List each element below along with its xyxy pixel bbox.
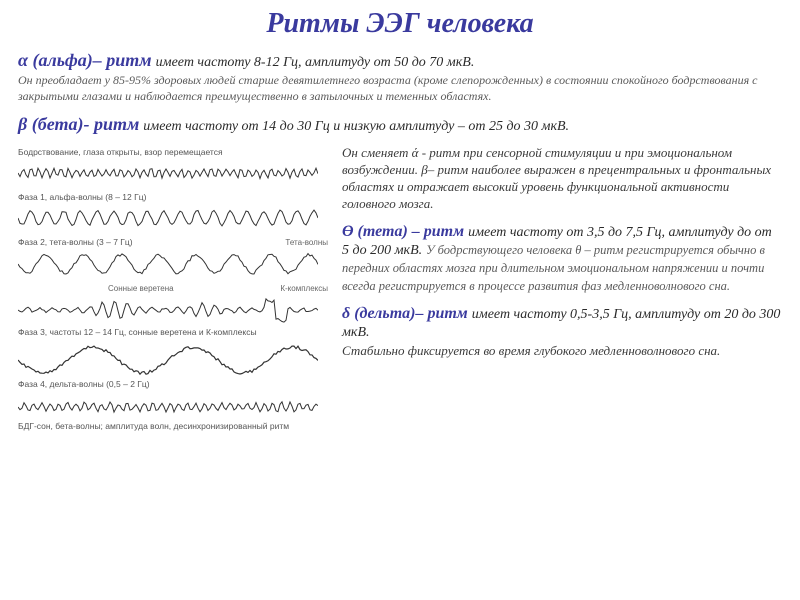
- eeg-traces-column: Бодрствование, глаза открыты, взор перем…: [18, 143, 328, 435]
- alpha-desc: Он преобладает у 85-95% здоровых людей с…: [18, 73, 782, 104]
- alpha-freq: имеет частоту 8-12 Гц, амплитуду от 50 д…: [156, 55, 475, 70]
- theta-head: Ө (тета) – ритм: [342, 223, 464, 240]
- delta-head: δ (дельта)– ритм: [342, 305, 468, 322]
- lower-columns: Бодрствование, глаза открыты, взор перем…: [18, 143, 782, 435]
- eeg-row-phase3: Сонные веретена К-комплексы Фаза 3, част…: [18, 284, 328, 337]
- alpha-head: α (альфа)– ритм: [18, 50, 152, 70]
- right-text-column: Он сменяет ά - ритм при сенсорной стимул…: [342, 143, 782, 435]
- eeg-wave-beta: [18, 158, 318, 188]
- beta-desc: Он сменяет ά - ритм при сенсорной стимул…: [342, 145, 782, 213]
- eeg-label-rem: БДГ-сон, бета-волны; амплитуда волн, дес…: [18, 421, 328, 431]
- eeg-label-phase3: Фаза 3, частоты 12 – 14 Гц, сонные верет…: [18, 327, 328, 337]
- beta-freq: имеет частоту от 14 до 30 Гц и низкую ам…: [143, 119, 569, 134]
- eeg-wave-rem: [18, 393, 318, 421]
- eeg-label-phase1: Фаза 1, альфа-волны (8 – 12 Гц): [18, 192, 328, 202]
- eeg-row-phase1: Фаза 1, альфа-волны (8 – 12 Гц): [18, 192, 328, 233]
- kcomplex-annot: К-комплексы: [280, 284, 328, 293]
- eeg-wave-alpha: [18, 203, 318, 233]
- eeg-label-awake: Бодрствование, глаза открыты, взор перем…: [18, 147, 328, 157]
- eeg-label-phase4: Фаза 4, дельта-волны (0,5 – 2 Гц): [18, 379, 328, 389]
- spindle-annot: Сонные веретена: [108, 284, 174, 293]
- page-title: Ритмы ЭЭГ человека: [18, 8, 782, 40]
- eeg-wave-spindle: [18, 293, 318, 327]
- theta-section: Ө (тета) – ритм имеет частоту от 3,5 до …: [342, 223, 782, 295]
- theta-annot: Тета-волны: [285, 238, 328, 247]
- eeg-row-phase2: Фаза 2, тета-волны (3 – 7 Гц) Тета-волны: [18, 237, 328, 280]
- eeg-row-rem: БДГ-сон, бета-волны; амплитуда волн, дес…: [18, 393, 328, 431]
- delta-desc: Стабильно фиксируется во время глубокого…: [342, 343, 782, 360]
- beta-section: β (бета)- ритм имеет частоту от 14 до 30…: [18, 114, 782, 135]
- beta-head: β (бета)- ритм: [18, 114, 139, 134]
- delta-section: δ (дельта)– ритм имеет частоту 0,5-3,5 Г…: [342, 305, 782, 360]
- eeg-wave-delta: [18, 341, 318, 379]
- eeg-wave-theta: [18, 248, 318, 280]
- eeg-row-phase4: Фаза 4, дельта-волны (0,5 – 2 Гц): [18, 341, 328, 389]
- eeg-row-awake: Бодрствование, глаза открыты, взор перем…: [18, 147, 328, 188]
- eeg-label-phase2: Фаза 2, тета-волны (3 – 7 Гц): [18, 237, 133, 247]
- alpha-section: α (альфа)– ритм имеет частоту 8-12 Гц, а…: [18, 50, 782, 104]
